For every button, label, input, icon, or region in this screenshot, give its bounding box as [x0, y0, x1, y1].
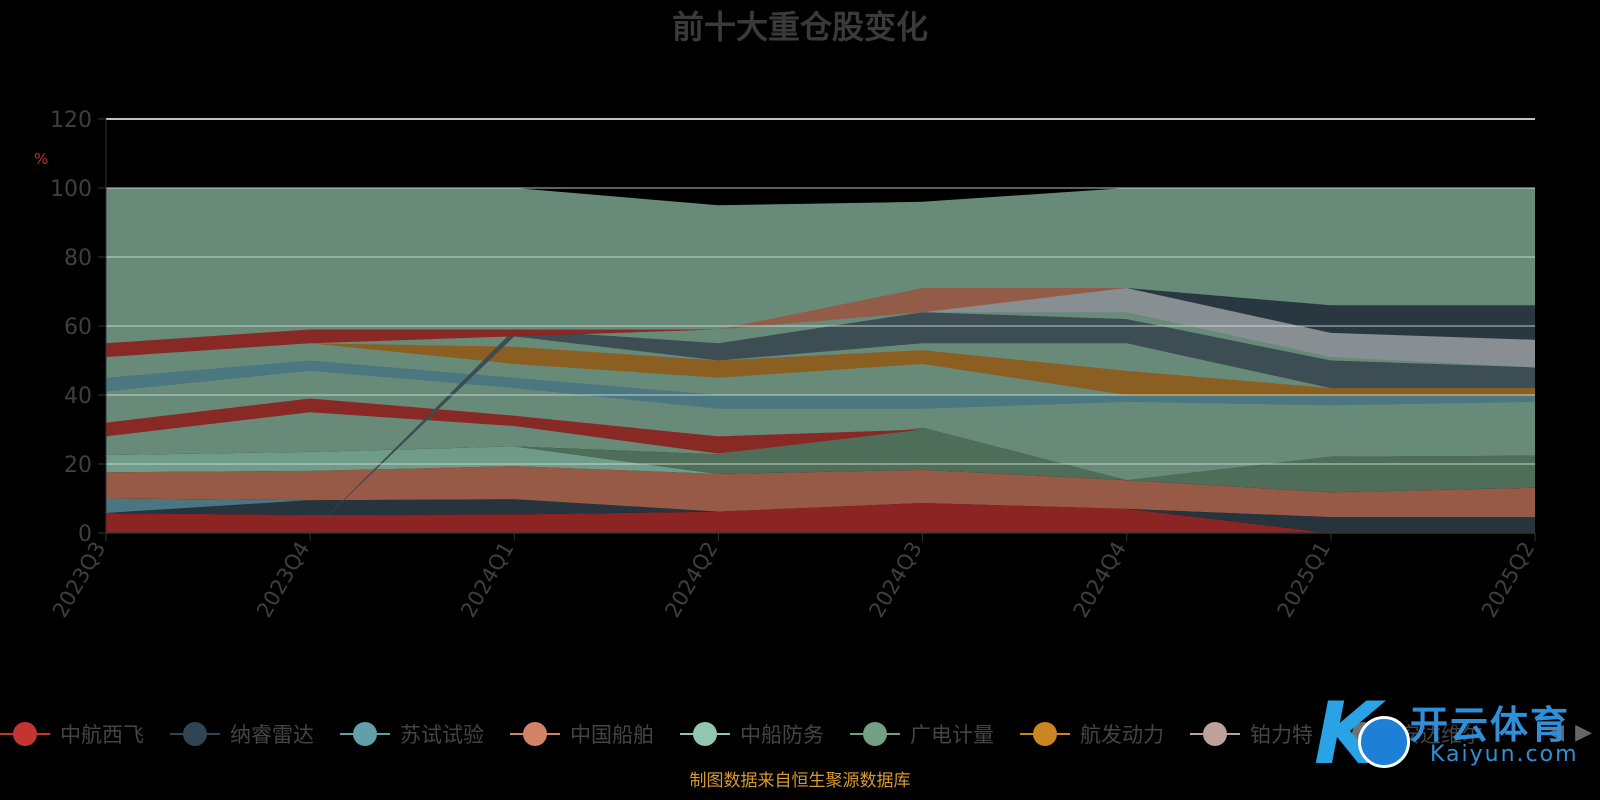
area-layers: [106, 188, 1535, 533]
legend-item[interactable]: 铂力特: [1190, 719, 1313, 749]
legend-item[interactable]: 航发动力: [1020, 719, 1164, 749]
area-band-2: [106, 343, 1535, 533]
x-tick-label: 2025Q2: [1477, 538, 1539, 622]
area-band-1: [106, 360, 1535, 409]
x-tick-label: 2023Q3: [48, 538, 110, 622]
area-series-5: [106, 427, 1535, 493]
area-series-0: [106, 502, 1535, 533]
legend-marker-icon: [0, 721, 50, 747]
x-tick-label: 2024Q2: [660, 538, 722, 622]
legend-item[interactable]: 广电计量: [850, 719, 994, 749]
area-series-2: [106, 498, 1535, 518]
y-tick-label: 120: [50, 108, 92, 133]
legend-item[interactable]: 安达维尔: [1339, 719, 1483, 749]
legend-item[interactable]: 中国船舶: [510, 719, 654, 749]
y-tick-label: 40: [64, 384, 92, 409]
legend-next-icon[interactable]: ▶: [1575, 720, 1592, 745]
legend-label: 中船防务: [740, 723, 824, 747]
area-series-6: [106, 427, 1535, 493]
x-tick-label: 2024Q4: [1069, 538, 1131, 622]
x-tick-label: 2023Q4: [252, 538, 314, 622]
area-band-0: [106, 398, 1535, 454]
y-tick-label: 80: [64, 246, 92, 271]
legend-marker-icon: [1020, 721, 1070, 747]
x-tick-label: 2024Q3: [864, 538, 926, 622]
area-series-4: [106, 446, 1535, 493]
legend-label: 铂力特: [1250, 723, 1313, 747]
grid-lines: [106, 118, 1535, 465]
watermark-brand-en: Kaiyun.com: [1430, 742, 1579, 767]
legend-marker-icon: [170, 721, 220, 747]
area-series-3: [106, 466, 1535, 518]
legend-label: 航发动力: [1080, 723, 1164, 747]
legend-item[interactable]: 纳睿雷达: [170, 719, 314, 749]
chart-title: 前十大重仓股变化: [671, 8, 928, 46]
area-series-1: [106, 499, 1535, 533]
x-tick-label: 2024Q1: [456, 538, 518, 622]
legend-label: 中航西飞: [60, 723, 144, 747]
legend-label: 安达维尔: [1399, 723, 1483, 747]
legend-label: 广电计量: [910, 723, 994, 747]
y-tick-label: 100: [50, 177, 92, 202]
y-tick-label: 0: [78, 522, 92, 547]
legend-label: 苏试试验: [400, 723, 484, 747]
y-axis-label: %: [34, 150, 49, 168]
data-source-note: 制图数据来自恒生聚源数据库: [689, 771, 911, 791]
watermark-logo: K 开云体育 Kaiyun.com: [1310, 684, 1590, 784]
legend-label: 中国船舶: [570, 723, 654, 747]
legend-marker-icon: [510, 721, 560, 747]
area-band-5: [106, 288, 1535, 533]
legend-marker-icon: [850, 721, 900, 747]
legend-item[interactable]: 中航西飞: [0, 719, 144, 749]
legend-item[interactable]: 中船防务: [680, 719, 824, 749]
legend-pager[interactable]: ◀ ▶: [1543, 720, 1592, 745]
legend-item[interactable]: 苏试试验: [340, 719, 484, 749]
legend: 中航西飞 纳睿雷达 苏试试验 中国船舶 中船防务 广电计量 航发动力 铂力特 安达维尔: [0, 714, 1509, 754]
legend-marker-icon: [1190, 721, 1240, 747]
legend-marker-icon: [340, 721, 390, 747]
legend-prev-icon[interactable]: ◀: [1547, 720, 1565, 745]
area-band-7: [106, 305, 1535, 358]
x-tick-label: 2025Q1: [1273, 538, 1335, 622]
soccer-ball-icon: [1358, 716, 1410, 768]
legend-marker-icon: [680, 721, 730, 747]
legend-label: 纳睿雷达: [230, 723, 314, 747]
y-tick-label: 60: [64, 315, 92, 340]
watermark-brand-cn: 开云体育: [1410, 703, 1571, 747]
y-tick-label: 20: [64, 453, 92, 478]
